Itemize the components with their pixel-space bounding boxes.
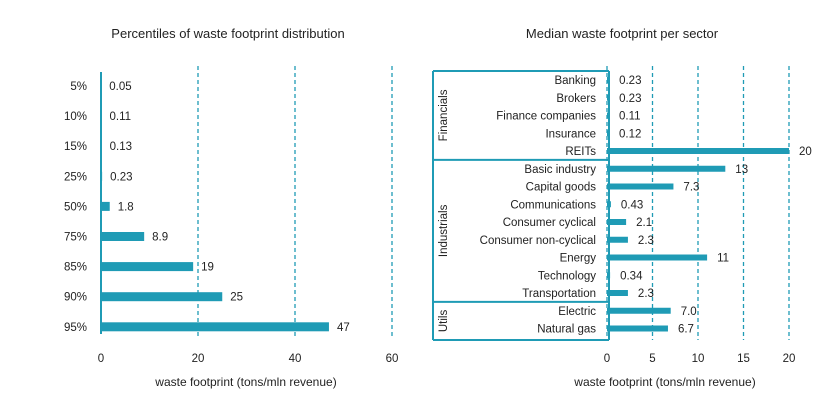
- x-axis-label: waste footprint (tons/mln revenue): [154, 375, 336, 389]
- category-label: 85%: [64, 262, 87, 274]
- bar: [607, 183, 674, 190]
- value-labels: 0.23 0.23 0.11 0.12 20 13 7.3 0.43 2.1 2.3 11 0.34 2…: [619, 75, 812, 336]
- value-labels: 0.05 0.11 0.13 0.23 1.8 8.9 19 25 47: [109, 81, 350, 334]
- category-label: 15%: [64, 141, 87, 153]
- category-label: 25%: [64, 171, 87, 183]
- value-label: 19: [201, 262, 214, 274]
- value-label: 7.3: [683, 182, 699, 194]
- category-label: Energy: [560, 253, 597, 265]
- category-labels: 5% 10% 15% 25% 50% 75% 85% 90% 95%: [64, 81, 87, 334]
- sector-chart: Median waste footprint per sector Bankin…: [432, 26, 812, 389]
- value-label: 0.43: [621, 199, 643, 211]
- value-label: 20: [799, 146, 812, 158]
- value-label: 2.3: [638, 235, 654, 247]
- group-labels: Financials Industrials Utils: [438, 89, 450, 332]
- value-label: 7.0: [681, 306, 697, 318]
- bar: [101, 292, 223, 302]
- bar: [607, 236, 628, 243]
- x-tick-label: 20: [783, 353, 796, 365]
- x-tick-label: 0: [604, 353, 610, 365]
- x-axis-label: waste footprint (tons/mln revenue): [573, 375, 755, 389]
- x-tick-label: 0: [98, 353, 104, 365]
- category-label: Electric: [558, 306, 596, 318]
- value-label: 2.1: [636, 217, 652, 229]
- bar: [101, 322, 329, 332]
- value-label: 1.8: [118, 201, 134, 213]
- value-label: 11: [717, 253, 729, 265]
- gridlines: [197, 66, 393, 338]
- bar: [607, 290, 628, 296]
- x-tick-label: 40: [289, 353, 302, 365]
- group-label: Industrials: [438, 204, 450, 257]
- bar: [101, 201, 110, 211]
- bar: [607, 165, 726, 172]
- x-tick-labels: 0 20 40 60: [98, 353, 399, 365]
- bar: [607, 307, 671, 314]
- value-label: 0.23: [619, 93, 641, 105]
- value-label: 25: [230, 292, 243, 304]
- x-tick-label: 10: [692, 353, 705, 365]
- x-tick-label: 20: [192, 353, 205, 365]
- bar: [607, 148, 789, 154]
- x-tick-label: 60: [386, 353, 399, 365]
- bar: [101, 262, 194, 272]
- category-label: 95%: [64, 322, 87, 334]
- value-label: 0.13: [110, 141, 132, 153]
- value-label: 0.34: [620, 270, 643, 282]
- x-tick-labels: 0 5 10 15 20: [604, 353, 796, 365]
- value-label: 0.05: [109, 81, 131, 93]
- value-label: 47: [337, 322, 350, 334]
- category-label: Banking: [554, 75, 596, 87]
- category-label: Consumer cyclical: [503, 217, 596, 229]
- value-label: 6.7: [678, 324, 694, 336]
- category-label: 90%: [64, 292, 87, 304]
- value-label: 0.11: [110, 111, 132, 123]
- value-label: 2.3: [638, 288, 654, 300]
- category-label: 5%: [70, 81, 87, 93]
- bar: [607, 219, 627, 225]
- category-label: 75%: [64, 232, 87, 244]
- group-frame: [432, 70, 610, 341]
- group-label: Financials: [438, 89, 450, 141]
- category-label: REITs: [565, 146, 596, 158]
- category-label: Brokers: [556, 93, 596, 105]
- category-label: Capital goods: [526, 182, 597, 194]
- bar: [101, 232, 145, 241]
- category-label: Basic industry: [524, 164, 596, 176]
- value-label: 0.23: [619, 75, 641, 87]
- bar: [607, 325, 668, 332]
- category-label: Communications: [510, 199, 596, 211]
- bar: [607, 254, 708, 261]
- category-label: Natural gas: [537, 324, 596, 336]
- category-label: Transportation: [522, 288, 596, 300]
- value-label: 0.23: [110, 171, 132, 183]
- value-label: 0.11: [619, 111, 641, 123]
- value-label: 8.9: [152, 232, 168, 244]
- value-label: 13: [735, 164, 748, 176]
- x-tick-label: 5: [649, 353, 655, 365]
- x-tick-label: 15: [737, 353, 750, 365]
- category-label: 50%: [64, 201, 87, 213]
- category-label: Finance companies: [496, 111, 596, 123]
- category-label: Technology: [538, 270, 596, 282]
- chart-title: Median waste footprint per sector: [526, 26, 719, 41]
- category-label: 10%: [64, 111, 87, 123]
- chart-title: Percentiles of waste footprint distribut…: [111, 26, 344, 41]
- category-label: Insurance: [545, 128, 596, 140]
- percentiles-chart: Percentiles of waste footprint distribut…: [64, 26, 398, 389]
- category-labels: Banking Brokers Finance companies Insurance…: [480, 75, 597, 336]
- group-label: Utils: [438, 310, 450, 333]
- value-label: 0.12: [619, 128, 641, 140]
- category-label: Consumer non-cyclical: [480, 235, 596, 247]
